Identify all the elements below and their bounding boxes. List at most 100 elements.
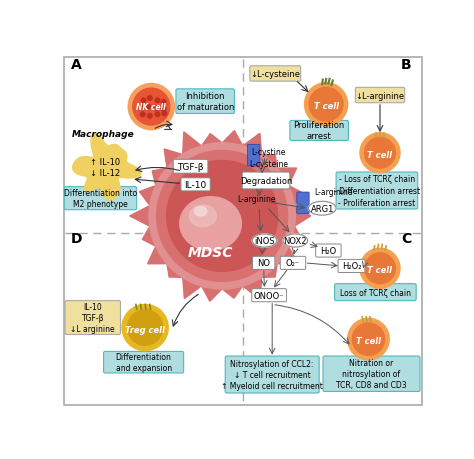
Text: Treg cell: Treg cell xyxy=(125,325,165,334)
Text: ARG1: ARG1 xyxy=(310,204,334,213)
Circle shape xyxy=(122,305,168,351)
Text: Loss of TCRζ chain: Loss of TCRζ chain xyxy=(340,288,411,297)
Circle shape xyxy=(128,84,174,130)
FancyBboxPatch shape xyxy=(323,356,420,392)
Text: L-arginine: L-arginine xyxy=(315,187,353,196)
Text: C: C xyxy=(401,232,411,246)
Polygon shape xyxy=(147,247,167,264)
Text: Differentiation
and expansion: Differentiation and expansion xyxy=(116,353,172,372)
Text: L-arginine: L-arginine xyxy=(237,195,276,204)
Polygon shape xyxy=(222,131,243,146)
Polygon shape xyxy=(278,168,297,186)
Text: T cell: T cell xyxy=(314,102,338,111)
FancyBboxPatch shape xyxy=(252,289,286,302)
Polygon shape xyxy=(130,206,150,227)
Text: IL-10
TGF-β
↓L arginine: IL-10 TGF-β ↓L arginine xyxy=(71,302,115,333)
Circle shape xyxy=(365,138,395,169)
Text: Nitration or
nitrosylation of
TCR, CD8 and CD3: Nitration or nitrosylation of TCR, CD8 a… xyxy=(336,358,407,390)
Text: B: B xyxy=(401,58,411,72)
Ellipse shape xyxy=(252,235,277,247)
Text: ↓L-cysteine: ↓L-cysteine xyxy=(250,70,300,79)
Text: H₂O: H₂O xyxy=(320,246,337,256)
Circle shape xyxy=(162,112,167,117)
FancyBboxPatch shape xyxy=(65,301,120,335)
Text: TGF-β: TGF-β xyxy=(177,163,204,172)
Text: A: A xyxy=(71,58,82,72)
Text: MDSC: MDSC xyxy=(188,246,233,259)
Polygon shape xyxy=(139,186,155,206)
Circle shape xyxy=(365,253,395,284)
FancyBboxPatch shape xyxy=(64,187,137,210)
Circle shape xyxy=(141,99,146,103)
Polygon shape xyxy=(289,186,302,206)
Circle shape xyxy=(128,310,163,346)
Polygon shape xyxy=(164,150,182,168)
Ellipse shape xyxy=(194,207,207,217)
Polygon shape xyxy=(202,286,222,302)
Circle shape xyxy=(309,88,343,122)
Text: H₂O₂: H₂O₂ xyxy=(342,262,361,271)
FancyBboxPatch shape xyxy=(338,260,365,273)
Circle shape xyxy=(140,113,145,118)
Circle shape xyxy=(155,113,160,118)
Text: ONOO⁻: ONOO⁻ xyxy=(254,291,284,300)
Polygon shape xyxy=(167,264,182,278)
Circle shape xyxy=(161,101,166,105)
Ellipse shape xyxy=(190,206,216,227)
Polygon shape xyxy=(152,169,167,186)
FancyBboxPatch shape xyxy=(290,121,348,141)
Text: NOX2: NOX2 xyxy=(283,236,307,246)
Text: Differentiation into
M2 phenotype: Differentiation into M2 phenotype xyxy=(64,189,137,209)
Polygon shape xyxy=(243,134,262,155)
FancyBboxPatch shape xyxy=(225,356,319,393)
Circle shape xyxy=(146,105,151,110)
Circle shape xyxy=(139,106,144,111)
FancyBboxPatch shape xyxy=(176,90,235,114)
FancyBboxPatch shape xyxy=(181,179,210,191)
Text: D: D xyxy=(71,232,83,246)
Text: IL-10: IL-10 xyxy=(184,180,206,190)
Circle shape xyxy=(360,249,400,289)
FancyBboxPatch shape xyxy=(316,245,341,257)
Circle shape xyxy=(161,107,166,112)
Circle shape xyxy=(360,134,400,174)
FancyBboxPatch shape xyxy=(247,145,260,167)
Circle shape xyxy=(147,96,152,101)
Circle shape xyxy=(149,143,295,290)
Polygon shape xyxy=(243,278,262,300)
FancyBboxPatch shape xyxy=(280,257,306,270)
Circle shape xyxy=(147,114,152,119)
Ellipse shape xyxy=(309,202,336,216)
Text: Degradation: Degradation xyxy=(240,177,292,185)
Circle shape xyxy=(304,84,347,127)
Polygon shape xyxy=(73,134,141,201)
Polygon shape xyxy=(262,264,277,278)
Polygon shape xyxy=(183,278,201,299)
Circle shape xyxy=(347,319,389,360)
Text: iNOS: iNOS xyxy=(254,236,275,246)
Circle shape xyxy=(352,323,384,356)
Polygon shape xyxy=(142,227,155,246)
Circle shape xyxy=(155,99,160,103)
Text: T cell: T cell xyxy=(356,336,381,345)
Text: O₂⁻: O₂⁻ xyxy=(286,259,300,268)
FancyBboxPatch shape xyxy=(356,88,405,103)
Polygon shape xyxy=(278,247,299,265)
Text: Inhibition
of maturation: Inhibition of maturation xyxy=(176,92,234,112)
Text: Macrophage: Macrophage xyxy=(72,129,135,139)
Circle shape xyxy=(157,151,288,282)
Text: - Loss of TCRζ chain
- Differentiation arrest
- Proliferation arrest: - Loss of TCRζ chain - Differentiation a… xyxy=(334,175,420,207)
Text: L-cysteine: L-cysteine xyxy=(249,160,288,168)
Text: ↑ IL-10
↓ IL-12: ↑ IL-10 ↓ IL-12 xyxy=(90,157,120,177)
FancyBboxPatch shape xyxy=(253,257,275,270)
FancyBboxPatch shape xyxy=(297,193,309,214)
Text: T cell: T cell xyxy=(367,266,392,274)
FancyBboxPatch shape xyxy=(335,284,416,301)
FancyBboxPatch shape xyxy=(336,173,418,209)
Text: ↓L-arginine: ↓L-arginine xyxy=(356,91,404,100)
Text: Proliferation
arrest: Proliferation arrest xyxy=(293,121,345,141)
FancyBboxPatch shape xyxy=(103,352,183,373)
Text: NO: NO xyxy=(257,259,270,268)
Ellipse shape xyxy=(283,235,308,247)
Text: T cell: T cell xyxy=(367,151,392,159)
